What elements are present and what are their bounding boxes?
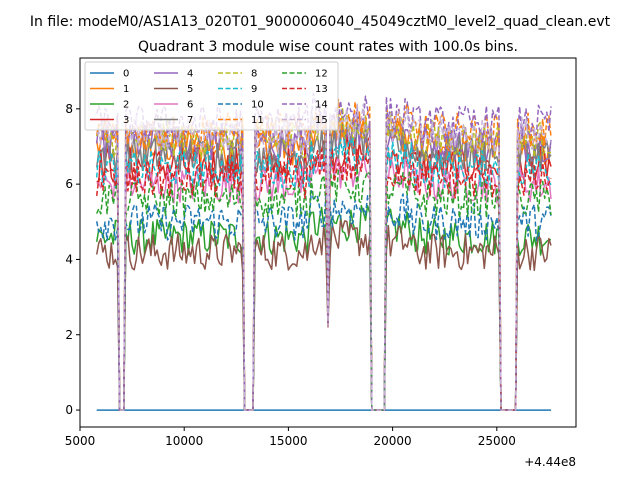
y-tick-label: 0: [65, 403, 73, 417]
legend-label-15: 15: [315, 115, 328, 126]
series-line-8: [95, 106, 552, 411]
series-line-5: [95, 219, 552, 411]
series-line-11: [95, 98, 552, 411]
y-tick-label: 4: [65, 252, 73, 266]
series-line-9: [95, 137, 552, 411]
legend-label-5: 5: [187, 84, 193, 95]
figure-suptitle: In file: modeM0/AS1A13_020T01_9000006040…: [30, 14, 611, 30]
series-line-10: [95, 190, 552, 411]
x-tick-label: 10000: [165, 434, 203, 448]
series-line-6: [96, 152, 552, 411]
series-line-13: [95, 148, 552, 411]
axes-frame: [79, 57, 577, 428]
y-tick-label: 2: [65, 328, 73, 342]
legend-label-6: 6: [187, 100, 193, 111]
series-line-2: [95, 204, 552, 411]
legend-box: [84, 61, 339, 131]
x-tick-label: 25000: [478, 434, 516, 448]
legend-label-10: 10: [251, 100, 264, 111]
legend-label-12: 12: [315, 69, 328, 80]
chart-title: Quadrant 3 module wise count rates with …: [138, 39, 518, 55]
x-tick-label: 20000: [374, 434, 412, 448]
legend-label-8: 8: [251, 69, 257, 80]
x-offset-label: +4.44e8: [524, 455, 576, 469]
legend-label-1: 1: [123, 84, 129, 95]
plot-series-group: [95, 92, 552, 411]
legend-label-3: 3: [123, 115, 129, 126]
legend-label-11: 11: [251, 115, 264, 126]
legend-label-4: 4: [187, 69, 193, 80]
legend-label-0: 0: [123, 69, 129, 80]
legend-label-2: 2: [123, 100, 129, 111]
legend-label-7: 7: [187, 115, 193, 126]
x-tick-label: 15000: [269, 434, 307, 448]
axes-ticks: 5000 10000 15000 20000 25000 0 2 4 6 8: [65, 102, 516, 448]
legend-label-14: 14: [315, 100, 328, 111]
legend-label-13: 13: [315, 84, 328, 95]
x-tick-label: 5000: [65, 434, 96, 448]
legend-label-9: 9: [251, 84, 257, 95]
y-tick-label: 6: [65, 177, 73, 191]
series-line-12: [96, 167, 552, 411]
y-tick-label: 8: [65, 102, 73, 116]
